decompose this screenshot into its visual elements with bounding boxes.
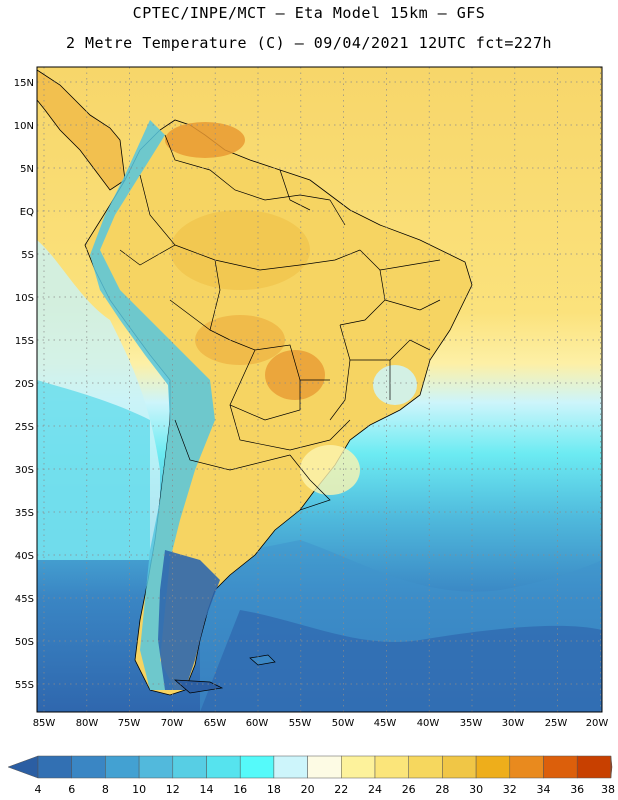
map-subtitle: 2 Metre Temperature (C) – 09/04/2021 12U… bbox=[65, 34, 553, 52]
lon-label: 20W bbox=[586, 718, 609, 729]
latitude-labels: 15N 10N 5N EQ 5S 10S 15S 20S 25S 30S 35S… bbox=[14, 78, 34, 691]
colorbar-swatch bbox=[576, 755, 612, 779]
lon-label: 70W bbox=[161, 718, 184, 729]
lat-label: 15N bbox=[14, 78, 34, 89]
colorbar-label: 4 bbox=[34, 783, 42, 796]
lat-label: 25S bbox=[15, 422, 34, 433]
colorbar-swatch bbox=[475, 755, 511, 779]
colorbar-min-arrow bbox=[7, 755, 39, 779]
colorbar-swatch bbox=[138, 755, 174, 779]
lon-label: 85W bbox=[33, 718, 56, 729]
lat-label: 55S bbox=[15, 680, 34, 691]
venezuela-hot-area bbox=[165, 122, 245, 158]
lat-label: 20S bbox=[15, 379, 34, 390]
colorbar-label: 22 bbox=[334, 783, 349, 796]
lat-label: 5N bbox=[20, 164, 34, 175]
map-frame bbox=[36, 66, 603, 713]
tierra-del-fuego bbox=[173, 679, 224, 694]
colorbar-swatch bbox=[37, 755, 72, 779]
southeast-cool-area bbox=[373, 365, 417, 405]
lat-label: 10S bbox=[15, 293, 34, 304]
colorbar-label: 28 bbox=[435, 783, 450, 796]
colorbar-swatch bbox=[239, 755, 275, 779]
temperature-colorbar bbox=[7, 755, 613, 779]
colorbar-label: 14 bbox=[199, 783, 214, 796]
lat-label: 35S bbox=[15, 508, 34, 519]
lat-label: 10N bbox=[14, 121, 34, 132]
uruguay-mild-area bbox=[300, 445, 360, 495]
colorbar-swatch bbox=[442, 755, 477, 779]
lon-label: 60W bbox=[246, 718, 269, 729]
colorbar-label: 12 bbox=[165, 783, 180, 796]
colorbar-label: 8 bbox=[101, 783, 109, 796]
colorbar-label: 6 bbox=[68, 783, 76, 796]
lon-label: 35W bbox=[460, 718, 483, 729]
colorbar-label: 24 bbox=[368, 783, 382, 796]
patagonia-cold-area bbox=[158, 550, 220, 690]
colorbar-label: 34 bbox=[536, 783, 551, 796]
colorbar-swatch bbox=[408, 755, 443, 779]
colorbar-label: 30 bbox=[469, 783, 484, 796]
lat-label: 50S bbox=[15, 637, 34, 648]
colorbar-label: 38 bbox=[601, 783, 615, 796]
lon-label: 75W bbox=[118, 718, 141, 729]
lat-label: 45S bbox=[15, 594, 34, 605]
lat-label: 40S bbox=[15, 551, 34, 562]
falkland-islands bbox=[249, 654, 276, 666]
colorbar-swatch bbox=[341, 755, 376, 779]
colorbar-swatch bbox=[71, 755, 106, 779]
colorbar-swatch bbox=[273, 755, 308, 779]
lon-label: 45W bbox=[374, 718, 397, 729]
colorbar-swatch bbox=[105, 755, 140, 779]
andes-cold-strip bbox=[90, 120, 215, 690]
lon-label: 80W bbox=[76, 718, 99, 729]
pacific-cold-water bbox=[37, 380, 150, 560]
longitude-labels: 85W 80W 75W 70W 65W 60W 55W 50W 45W 40W … bbox=[33, 718, 609, 729]
southern-ocean bbox=[200, 610, 602, 712]
colorbar-label: 20 bbox=[300, 783, 315, 796]
lat-label: 5S bbox=[21, 250, 34, 261]
interior-warm-area bbox=[195, 315, 285, 365]
colorbar-label: 10 bbox=[132, 783, 147, 796]
pantanal-hot-area bbox=[265, 350, 325, 400]
colorbar-swatch bbox=[509, 755, 544, 779]
colorbar-swatch bbox=[374, 755, 409, 779]
map-title: CPTEC/INPE/MCT – Eta Model 15km – GFS bbox=[132, 4, 486, 22]
colorbar-swatch bbox=[307, 755, 342, 779]
lat-lon-grid bbox=[37, 67, 602, 712]
colorbar-label: 26 bbox=[401, 783, 416, 796]
lat-label: 30S bbox=[15, 465, 34, 476]
colorbar-label: 16 bbox=[233, 783, 248, 796]
lat-label: EQ bbox=[20, 207, 34, 218]
country-borders bbox=[119, 134, 441, 511]
lon-label: 30W bbox=[502, 718, 525, 729]
lat-label: 15S bbox=[15, 336, 34, 347]
colorbar-label: 32 bbox=[502, 783, 517, 796]
colorbar-max-arrow bbox=[610, 755, 613, 779]
lon-label: 55W bbox=[289, 718, 312, 729]
lon-label: 50W bbox=[332, 718, 355, 729]
lon-label: 65W bbox=[204, 718, 227, 729]
amazon-warm-area bbox=[170, 210, 310, 290]
colorbar-swatch bbox=[172, 755, 207, 779]
colorbar-label: 18 bbox=[266, 783, 281, 796]
lon-label: 40W bbox=[417, 718, 440, 729]
lon-label: 25W bbox=[545, 718, 568, 729]
colorbar-label: 36 bbox=[570, 783, 585, 796]
colorbar-swatch bbox=[206, 755, 241, 779]
colorbar-swatch bbox=[543, 755, 578, 779]
central-america-land bbox=[37, 69, 126, 191]
